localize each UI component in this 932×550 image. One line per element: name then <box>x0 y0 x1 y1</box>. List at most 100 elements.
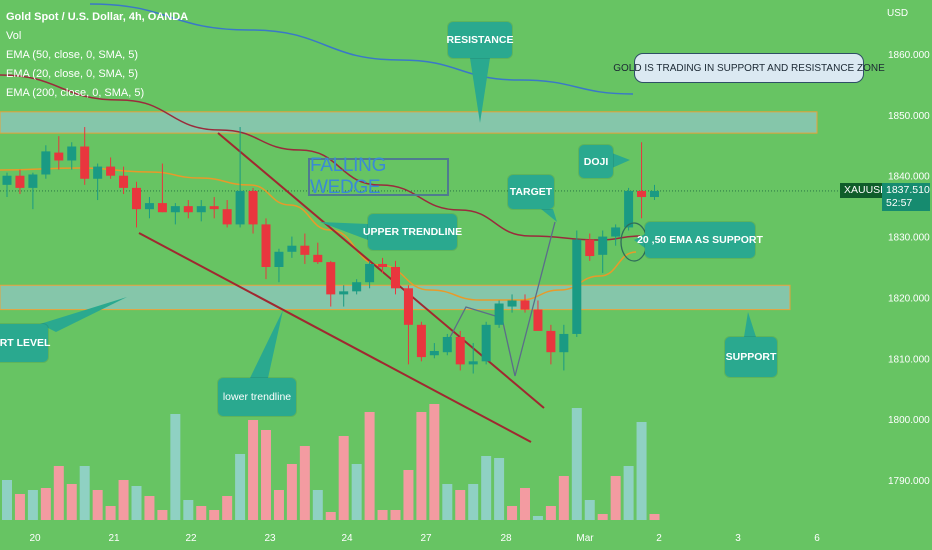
candle-body <box>54 152 64 161</box>
candle-body <box>248 190 258 225</box>
price-tick-label: 1840.000 <box>888 172 930 183</box>
candle-body <box>650 190 659 198</box>
volume-indicator-label[interactable]: Vol <box>6 30 22 42</box>
candle-body <box>170 206 180 213</box>
ema200-indicator-label[interactable]: EMA (200, close, 0, SMA, 5) <box>6 87 145 99</box>
candle-body <box>572 239 582 334</box>
volume-bar <box>338 436 349 520</box>
volume-bar <box>79 466 90 520</box>
symbol-title[interactable]: Gold Spot / U.S. Dollar, 4h, OANDA <box>6 11 189 23</box>
volume-bar <box>403 470 414 520</box>
volume-bar <box>416 412 427 520</box>
volume-bar <box>507 506 518 520</box>
candle-body <box>468 361 478 365</box>
candle-body <box>533 309 543 331</box>
volume-bar <box>325 512 336 520</box>
resistance-callout[interactable]: RESISTANCE <box>447 22 513 58</box>
volume-bar <box>623 466 634 520</box>
volume-bar <box>144 496 155 520</box>
volume-bar <box>235 454 246 520</box>
candle-body <box>585 239 595 257</box>
chart-legend: Gold Spot / U.S. Dollar, 4h, OANDA Vol E… <box>6 8 188 103</box>
candle-body <box>546 330 556 353</box>
candle-body <box>365 263 375 283</box>
lower-trendline-callout[interactable]: lower trendline <box>218 378 296 416</box>
candle-body <box>222 209 232 225</box>
candle-body <box>352 282 362 292</box>
price-badge-symbol: XAUUSD <box>844 184 888 196</box>
candle-body <box>287 245 297 252</box>
price-tick-label: 1850.000 <box>888 111 930 122</box>
price-badge-price: 1837.510 <box>886 184 930 196</box>
volume-bar <box>429 404 440 520</box>
candle-body <box>300 245 310 255</box>
volume-bar <box>377 510 388 520</box>
volume-bar <box>558 476 569 520</box>
volume-bar <box>105 506 116 520</box>
candle-body <box>183 206 193 213</box>
candle-body <box>442 336 452 353</box>
candle-body <box>391 267 400 289</box>
price-tick-label: 1800.000 <box>888 415 930 426</box>
candle-body <box>339 291 349 295</box>
volume-bar <box>261 430 271 520</box>
candle-body <box>520 300 530 310</box>
volume-bar <box>636 422 647 520</box>
candle-body <box>67 146 77 161</box>
candle-body <box>326 262 336 295</box>
volume-bar <box>2 480 12 520</box>
candle-body <box>313 254 323 263</box>
ema20-indicator-label[interactable]: EMA (20, close, 0, SMA, 5) <box>6 68 139 80</box>
candle-body <box>416 324 426 358</box>
volume-bar <box>571 408 582 520</box>
volume-bar <box>273 490 284 520</box>
volume-bar <box>299 446 310 520</box>
price-badge-countdown: 52:57 <box>886 197 913 209</box>
volume-bar <box>390 510 401 520</box>
volume-bar <box>27 490 38 520</box>
volume-bar <box>170 414 181 520</box>
price-tick-label: 1860.000 <box>888 50 930 61</box>
falling-wedge-label[interactable]: FALLING WEDGE <box>308 155 449 198</box>
time-tick-label: 2 <box>656 533 662 544</box>
time-tick-label: 28 <box>500 533 512 544</box>
volume-bar <box>649 514 660 520</box>
volume-bar <box>209 510 220 520</box>
lower-trendline-pointer <box>250 310 283 378</box>
upper-trendline-callout[interactable]: UPPER TRENDLINE <box>363 214 462 250</box>
time-tick-label: 21 <box>108 533 120 544</box>
time-tick-label: 23 <box>264 533 276 544</box>
candle-body <box>494 303 504 325</box>
ema20-line <box>0 167 637 301</box>
target-callout[interactable]: TARGET <box>508 175 554 209</box>
ema-support-callout[interactable]: 20 ,50 EMA AS SUPPORT <box>637 222 763 258</box>
volume-bar <box>520 488 530 520</box>
support-level-callout[interactable]: ORT LEVEL <box>0 324 50 362</box>
support-callout[interactable]: SUPPORT <box>725 337 777 377</box>
candle-body <box>598 236 608 255</box>
volume-bar <box>545 506 556 520</box>
candle-body <box>261 224 271 267</box>
candle-body <box>235 190 245 225</box>
time-tick-label: 3 <box>735 533 741 544</box>
support-level-pointer <box>40 297 127 332</box>
volume-bar <box>14 494 25 520</box>
candle-body <box>106 166 116 176</box>
doji-callout[interactable]: DOJI <box>579 145 613 178</box>
volume-bar <box>53 466 64 520</box>
candle-body <box>157 203 167 213</box>
upper-trendline <box>217 132 545 409</box>
candle-body <box>196 206 206 213</box>
volume-bar <box>66 484 77 520</box>
ema50-indicator-label[interactable]: EMA (50, close, 0, SMA, 5) <box>6 49 139 61</box>
candle-body <box>209 206 219 210</box>
candle-body <box>15 175 25 188</box>
candle-body <box>80 146 90 179</box>
price-tick-label: 1830.000 <box>888 233 930 244</box>
candle-body <box>507 300 517 307</box>
time-tick-label: Mar <box>576 533 594 544</box>
volume-bar <box>442 484 453 520</box>
zone-note-callout[interactable]: GOLD IS TRADING IN SUPPORT AND RESISTANC… <box>613 53 885 83</box>
